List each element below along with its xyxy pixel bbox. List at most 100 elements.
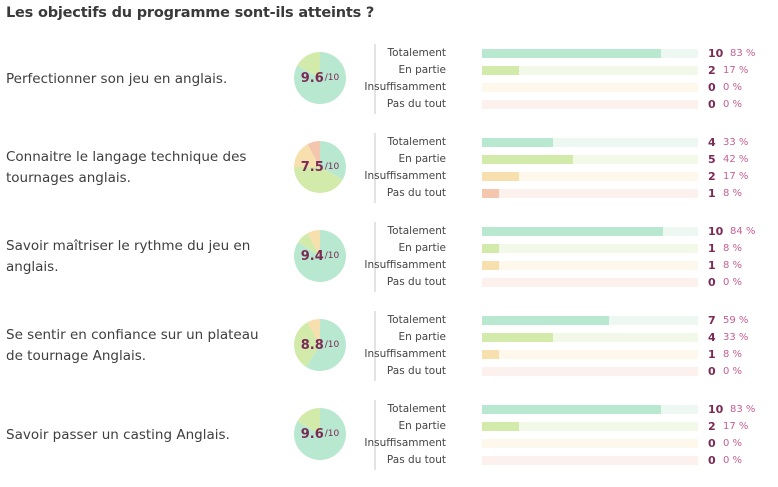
- objective-label: Connaitre le langage technique des tourn…: [6, 149, 247, 186]
- pie-slice-totalement: [306, 319, 346, 371]
- score-pie-svg: [294, 52, 346, 104]
- objective-group: Savoir passer un casting Anglais. 9.6/10 T…: [0, 400, 778, 470]
- bar-row: Totalement 10 84 %: [376, 223, 776, 240]
- bar-track: [482, 49, 698, 58]
- bar-track: [482, 367, 698, 376]
- bar-row: Insuffisamment 1 8 %: [364, 257, 776, 274]
- pie-slice-en-partie: [294, 322, 320, 367]
- bar-row: Totalement 7 59 %: [376, 312, 776, 329]
- bar-row: Totalement 10 83 %: [376, 401, 776, 418]
- group-divider: [374, 311, 376, 381]
- response-count: 4: [708, 331, 716, 344]
- response-count: 7: [708, 314, 716, 327]
- response-count: 1: [708, 242, 716, 255]
- bar-row: En partie 4 33 %: [376, 329, 776, 346]
- response-percent: 17 %: [723, 65, 749, 76]
- bar-label: Pas du tout: [386, 187, 446, 199]
- response-percent: 17 %: [723, 171, 749, 182]
- bar-row: Insuffisamment 2 17 %: [364, 168, 776, 185]
- bar-track: [482, 244, 698, 253]
- bar-label: En partie: [398, 64, 446, 76]
- response-percent: 33 %: [723, 137, 749, 148]
- bar-row: Pas du tout 0 0 %: [376, 96, 776, 113]
- bar-totalement: [482, 316, 610, 325]
- response-percent: 8 %: [723, 349, 743, 360]
- response-percent: 8 %: [723, 260, 743, 271]
- score-pie-svg: [294, 319, 346, 371]
- response-count: 2: [708, 420, 716, 433]
- response-bars: Totalement 10 84 % En partie 1 8 % Insuffisamm…: [364, 223, 776, 291]
- bar-label: Pas du tout: [386, 98, 446, 110]
- response-percent: 83 %: [730, 404, 756, 415]
- objective-group: Se sentir en confiance sur un plateau de…: [0, 311, 778, 381]
- bar-row: Totalement 10 83 %: [376, 45, 776, 62]
- score-pie: 8.8/10: [294, 319, 346, 371]
- bar-label: Insuffisamment: [364, 81, 446, 93]
- pie-slice-en-partie: [297, 408, 320, 434]
- bar-label: Totalement: [387, 136, 446, 148]
- bar-label: En partie: [398, 242, 446, 254]
- response-count: 0: [708, 98, 716, 111]
- response-percent: 0 %: [723, 455, 743, 466]
- pie-slice-totalement: [320, 141, 346, 180]
- score-max: /10: [324, 340, 340, 350]
- bar-row: Pas du tout 0 0 %: [376, 363, 776, 380]
- bar-track: [482, 439, 698, 448]
- pie-slice-insuffisamment: [307, 319, 320, 345]
- score-pie-svg: [294, 141, 346, 193]
- bar-track: [482, 227, 698, 236]
- bar-totalement: [482, 138, 554, 147]
- response-count: 1: [708, 187, 716, 200]
- bar-en-partie: [482, 244, 500, 253]
- response-percent: 8 %: [723, 243, 743, 254]
- response-percent: 17 %: [723, 421, 749, 432]
- pie-slice-insuffisamment: [307, 230, 320, 256]
- response-count: 2: [708, 64, 716, 77]
- score-value: 9.4: [300, 248, 324, 264]
- response-bars: Totalement 7 59 % En partie 4 33 % Insuffisamm…: [364, 312, 776, 380]
- score-value: 9.6: [300, 70, 324, 86]
- bar-track: [482, 316, 698, 325]
- response-count: 10: [708, 403, 724, 416]
- objective-label: Savoir passer un casting Anglais.: [6, 426, 230, 443]
- score-pie-svg: [294, 230, 346, 282]
- score-max: /10: [324, 73, 340, 83]
- objective-label: Se sentir en confiance sur un plateau de…: [6, 327, 259, 364]
- response-count: 4: [708, 136, 716, 149]
- response-count: 5: [708, 153, 716, 166]
- bar-label: En partie: [398, 153, 446, 165]
- response-bars: Totalement 10 83 % En partie 2 17 % Insuffisam…: [364, 401, 776, 469]
- bar-label: Insuffisamment: [364, 437, 446, 449]
- group-divider: [374, 44, 376, 114]
- score-text: 8.8/10: [294, 319, 346, 371]
- response-percent: 0 %: [723, 277, 743, 288]
- bar-label: En partie: [398, 331, 446, 343]
- response-percent: 42 %: [723, 154, 749, 165]
- bar-label: Insuffisamment: [364, 170, 446, 182]
- bar-row: En partie 2 17 %: [376, 418, 776, 435]
- response-count: 0: [708, 454, 716, 467]
- bar-label: Pas du tout: [386, 365, 446, 377]
- score-value: 9.6: [300, 426, 324, 442]
- response-count: 0: [708, 365, 716, 378]
- bar-totalement: [482, 227, 664, 236]
- bar-track: [482, 261, 698, 270]
- response-count: 10: [708, 225, 724, 238]
- bar-track: [482, 333, 698, 342]
- response-percent: 83 %: [730, 48, 756, 59]
- objective-group: Connaitre le langage technique des tourn…: [0, 133, 778, 203]
- group-divider: [374, 222, 376, 292]
- bar-label: Totalement: [387, 47, 446, 59]
- bar-row: Insuffisamment 1 8 %: [364, 346, 776, 363]
- survey-question-title: Les objectifs du programme sont-ils atte…: [6, 5, 375, 21]
- bar-row: Pas du tout 1 8 %: [376, 185, 776, 202]
- bar-label: Totalement: [387, 403, 446, 415]
- score-value: 7.5: [300, 159, 324, 175]
- bar-label: Pas du tout: [386, 454, 446, 466]
- bar-row: En partie 5 42 %: [376, 151, 776, 168]
- objective-label: Savoir maîtriser le rythme du jeu en ang…: [6, 238, 251, 275]
- bar-row: Pas du tout 0 0 %: [376, 274, 776, 291]
- score-text: 7.5/10: [294, 141, 346, 193]
- response-bars: Totalement 4 33 % En partie 5 42 % Insuffisamm…: [364, 134, 776, 202]
- response-percent: 84 %: [730, 226, 756, 237]
